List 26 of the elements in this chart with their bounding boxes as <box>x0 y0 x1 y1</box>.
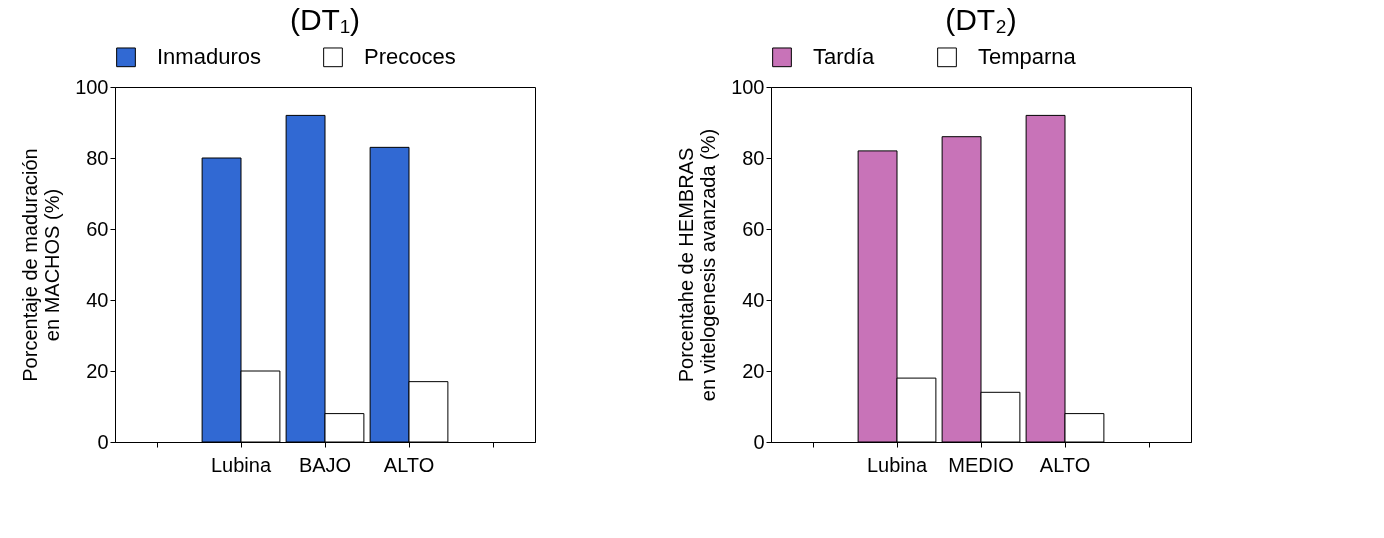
chart-title: (DT₁) <box>289 3 361 36</box>
x-tick-label: Lubina <box>866 453 928 476</box>
x-tick-label: BAJO <box>298 453 352 476</box>
chart-title: (DT₂) <box>945 3 1017 36</box>
y-axis-title: Porcentaje de maduración en MACHOS (%) <box>19 148 64 382</box>
x-tick-label: MEDIO <box>948 453 1014 476</box>
y-tick-label: 0 <box>97 430 109 453</box>
y-tick-label: 80 <box>86 146 109 169</box>
x-tick-label: ALTO <box>383 453 435 476</box>
y-tick-label: 20 <box>742 359 765 382</box>
x-tick-label: ALTO <box>1039 453 1091 476</box>
legend-label: Temparna <box>978 44 1077 70</box>
y-tick-label: 40 <box>86 288 109 311</box>
y-tick-label: 60 <box>742 217 765 240</box>
y-tick-label: 60 <box>86 217 109 240</box>
x-tick-label: Lubina <box>210 453 272 476</box>
y-tick-label: 0 <box>753 430 765 453</box>
legend-label: Tardía <box>813 44 875 70</box>
y-tick-label: 80 <box>742 146 765 169</box>
y-axis-title: Porcentahe de HEMBRAS en vitelogenesis avanzada (%) <box>675 128 720 402</box>
legend-label: Inmaduros <box>157 44 261 70</box>
legend-label: Precoces <box>364 44 456 70</box>
y-tick-label: 100 <box>75 75 109 98</box>
y-tick-label: 20 <box>86 359 109 382</box>
y-tick-label: 40 <box>742 288 765 311</box>
y-tick-label: 100 <box>731 75 765 98</box>
